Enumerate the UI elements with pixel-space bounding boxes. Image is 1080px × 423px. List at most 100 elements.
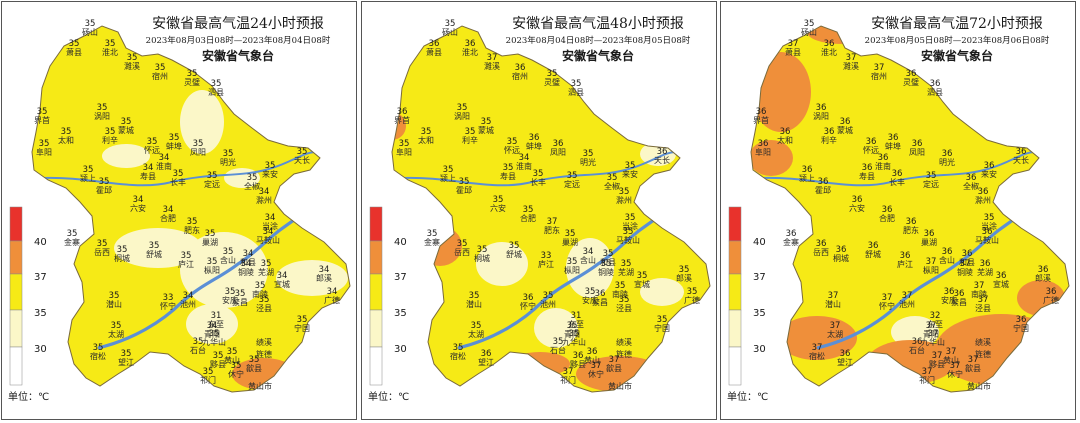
- temp-value: 36: [515, 63, 526, 73]
- map-panel-48h: 安徽省最高气温48小时预报 2023年08月04日08时—2023年08月05日0…: [361, 1, 717, 420]
- city-label: 霍邱: [96, 186, 112, 195]
- temp-value: 35: [547, 69, 558, 79]
- city-label: 灵璧: [184, 77, 200, 87]
- city-label: 舒城: [146, 249, 162, 259]
- city-label: 宿松: [450, 351, 466, 361]
- city-label: 枞阳: [564, 265, 580, 275]
- hot-zone: [751, 140, 793, 176]
- city-label: 界首: [34, 115, 50, 125]
- temp-value: 35: [621, 259, 632, 269]
- temp-value: 35: [227, 347, 238, 357]
- city-label: 繁昌: [232, 297, 248, 307]
- city-label: 界首: [753, 115, 769, 125]
- temp-value: 37: [968, 355, 979, 365]
- temp-value: 36: [587, 347, 598, 357]
- temp-value: 31: [211, 311, 222, 321]
- city-label: 来安: [262, 169, 278, 179]
- city-label: 歙县: [606, 363, 622, 373]
- legend-tick: 40: [34, 237, 47, 248]
- temp-value: 35: [399, 139, 410, 149]
- temp-value: 35: [583, 149, 594, 159]
- city-label: 芜湖: [977, 267, 993, 277]
- city-label: 祁门: [200, 375, 216, 385]
- temp-value: 35: [265, 161, 276, 171]
- temp-value: 34: [319, 265, 330, 275]
- temp-value: 37: [812, 343, 823, 353]
- city-label: 岳西: [813, 247, 829, 257]
- temp-value: 36: [840, 117, 851, 127]
- city-label: 东至: [208, 319, 224, 329]
- cool-zone: [640, 278, 684, 306]
- temp-value: 34: [327, 287, 338, 297]
- temp-value: 35: [601, 259, 612, 269]
- temp-value: 35: [445, 19, 456, 29]
- temp-value: 35: [984, 213, 995, 223]
- temp-value: 35: [111, 321, 122, 331]
- temp-value: 34: [243, 249, 254, 259]
- city-label: 绩溪: [256, 337, 272, 347]
- temp-value: 36: [657, 147, 668, 157]
- temp-value: 37: [946, 347, 957, 357]
- temp-value: 35: [109, 291, 120, 301]
- temp-value: 36: [996, 271, 1007, 281]
- temp-value: 35: [169, 133, 180, 143]
- city-label: 九华山: [562, 337, 586, 347]
- temp-value: 35: [477, 245, 488, 255]
- city-label: 当涂: [262, 221, 278, 231]
- temp-value: 36: [982, 227, 993, 237]
- city-label: 涡阳: [94, 111, 110, 121]
- city-label: 合肥: [160, 213, 176, 223]
- temp-value: 35: [255, 281, 266, 291]
- temp-value: 35: [625, 161, 636, 171]
- city-label: 灵璧: [544, 77, 560, 87]
- forecast-period: 2023年08月04日08时—2023年08月05日08时: [506, 35, 691, 46]
- legend-swatch: [9, 206, 23, 242]
- city-label: 滁州: [975, 195, 991, 205]
- legend: 40 37 35 30 单位：℃: [727, 206, 768, 403]
- city-label: 安庆: [941, 295, 957, 305]
- city-label: 繁昌: [592, 297, 608, 307]
- city-label: 桐城: [474, 253, 490, 263]
- temp-value: 35: [457, 103, 468, 113]
- city-label: 泗县: [568, 88, 584, 97]
- city-label: 淮南: [516, 161, 532, 171]
- city-label: 濉溪: [843, 61, 859, 71]
- temp-value: 36: [944, 287, 955, 297]
- temp-value: 36: [816, 239, 827, 249]
- organization: 安徽省气象台: [562, 48, 634, 63]
- city-label: 怀远: [504, 145, 520, 155]
- city-label: 南陵: [612, 289, 628, 299]
- city-label: 全椒: [244, 181, 260, 191]
- legend-swatch: [369, 206, 383, 242]
- map-panel-72h: 安徽省最高气温72小时预报 2023年08月05日08时—2023年08月06日0…: [720, 1, 1076, 420]
- city-label: 和县: [959, 258, 975, 267]
- temp-value: 36: [912, 337, 923, 347]
- legend: 40 37 35 30 单位：℃: [8, 206, 49, 403]
- city-label: 含山: [580, 255, 596, 265]
- temp-value: 37: [922, 367, 933, 377]
- province-border: [750, 25, 1070, 393]
- temp-value: 35: [193, 139, 204, 149]
- city-label: 宿州: [871, 71, 887, 81]
- map-title: 安徽省最高气温72小时预报: [871, 15, 1043, 32]
- city-label: 颍上: [440, 174, 456, 183]
- legend-unit: 单位：℃: [727, 390, 768, 403]
- city-label: 利辛: [102, 135, 118, 145]
- temp-value: 35: [105, 127, 116, 137]
- organization: 安徽省气象台: [202, 48, 274, 63]
- city-label: 阜阳: [396, 147, 412, 157]
- map-svg: 安徽省最高气温72小时预报 2023年08月05日08时—2023年08月06日0…: [727, 15, 1070, 403]
- temp-value: 35: [443, 165, 454, 175]
- temp-value: 37: [609, 355, 620, 365]
- temp-value: 35: [249, 355, 260, 365]
- temp-value: 37: [902, 291, 913, 301]
- map-svg: 安徽省最高气温24小时预报 2023年08月03日08时—2023年08月04日0…: [8, 15, 351, 403]
- city-label: 郎溪: [676, 273, 692, 283]
- temp-value: 36: [595, 289, 606, 299]
- city-label: 九华山: [921, 337, 945, 347]
- city-label: 凤阳: [909, 148, 925, 157]
- city-label: 六安: [130, 203, 146, 213]
- temp-value: 36: [529, 133, 540, 143]
- city-label: 池州: [540, 299, 556, 309]
- city-label: 太和: [777, 135, 793, 145]
